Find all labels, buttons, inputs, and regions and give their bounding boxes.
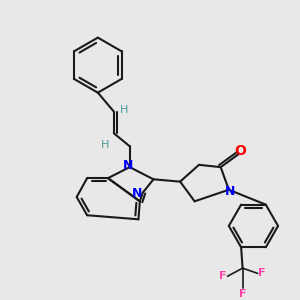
Text: N: N (123, 159, 134, 172)
Text: N: N (225, 185, 235, 198)
Text: F: F (219, 271, 227, 281)
Text: H: H (120, 105, 128, 115)
Text: N: N (132, 187, 143, 200)
Text: F: F (239, 289, 246, 299)
Text: H: H (101, 140, 110, 150)
Text: F: F (258, 268, 266, 278)
Text: O: O (234, 144, 246, 158)
